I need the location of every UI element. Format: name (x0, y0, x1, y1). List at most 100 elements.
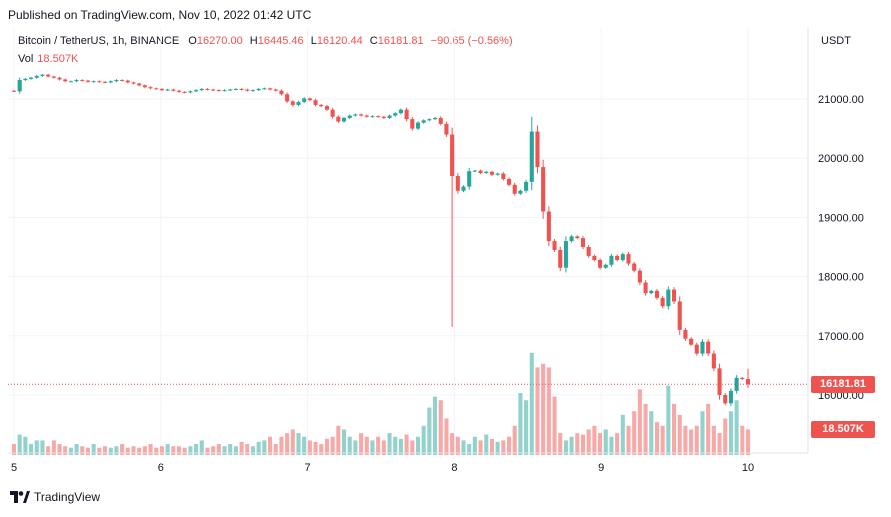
y-tick-label: 18000.00 (818, 272, 864, 284)
volume-bar (563, 440, 568, 455)
candle-body (182, 91, 187, 93)
candle-body (216, 90, 221, 92)
volume-bar (34, 440, 39, 455)
brand-name: TradingView (34, 490, 101, 504)
volume-legend[interactable]: Vol 18.507K (18, 53, 78, 65)
volume-bar (228, 444, 233, 455)
candle-body (347, 115, 352, 118)
candle-body (171, 89, 176, 91)
candle-body (728, 390, 733, 404)
symbol-name: Bitcoin / TetherUS, 1h, BINANCE (18, 35, 180, 47)
x-tick-label: 8 (451, 462, 457, 474)
volume-bar (205, 447, 210, 455)
volume-bar (324, 438, 329, 455)
candle-body (80, 80, 85, 82)
volume-bar (262, 440, 267, 455)
candle-body (484, 171, 489, 173)
grid-lines (8, 28, 808, 453)
volume-bar (165, 444, 170, 455)
volume-bar (694, 425, 699, 455)
candle-body (228, 89, 233, 91)
candle-body (341, 117, 347, 122)
volume-bar (438, 400, 443, 455)
volume-bar (290, 429, 295, 455)
volume-bar (359, 433, 364, 455)
tradingview-logo[interactable]: TradingView (10, 490, 100, 504)
candle-body (165, 89, 170, 91)
volume-bar (341, 429, 347, 455)
volume-bar (279, 436, 284, 455)
volume-bar (461, 440, 466, 455)
candle-body (330, 109, 335, 117)
candle-body (176, 90, 182, 92)
y-axis-ticks: 16000.0017000.0018000.0019000.0020000.00… (818, 94, 864, 402)
open-value: 16270.00 (196, 35, 243, 47)
volume-bar (267, 436, 273, 455)
candle-body (558, 249, 563, 268)
candle-body (51, 76, 56, 78)
volume-bar (256, 441, 261, 455)
volume-bar (194, 444, 199, 455)
y-tick-label: 19000.00 (818, 212, 864, 224)
candle-body (17, 80, 22, 92)
candle-body (455, 175, 460, 191)
volume-bar (381, 440, 386, 455)
volume-bar (74, 444, 79, 455)
candle-body (489, 171, 495, 175)
candle-body (717, 368, 722, 395)
candle-body (148, 87, 153, 89)
candle-body (194, 90, 199, 92)
volume-bar (370, 440, 375, 455)
candle-body (353, 114, 358, 116)
candle-body (615, 255, 620, 261)
volume-bar (11, 444, 17, 455)
candle-body (694, 344, 699, 354)
x-axis-ticks: 5 6 7 8 9 10 (11, 462, 754, 474)
candle-body (427, 119, 432, 121)
candle-body (279, 90, 284, 95)
candle-body (643, 282, 648, 294)
symbol-legend[interactable]: Bitcoin / TetherUS, 1h, BINANCE O16270.0… (18, 35, 513, 47)
candle-body (671, 289, 677, 302)
candle-body (319, 104, 324, 107)
candle-body (649, 290, 654, 294)
candle-body (711, 353, 716, 369)
volume-bar (108, 447, 113, 455)
high-label: H (249, 35, 258, 47)
volume-bar (46, 446, 51, 455)
volume-bar (609, 436, 614, 455)
volume-bar (467, 444, 472, 455)
last-volume-badge: 18.507K (811, 421, 875, 438)
candle-body (421, 120, 426, 123)
volume-bar (199, 440, 204, 455)
volume-bar (171, 446, 176, 455)
volume-bar (80, 446, 85, 455)
candle-body (654, 290, 660, 298)
candle-body (290, 101, 295, 105)
x-tick-label: 7 (305, 462, 311, 474)
volume-bar (40, 440, 45, 455)
candle-body (63, 79, 68, 82)
candle-body (745, 379, 751, 385)
candle-body (524, 181, 529, 191)
volume-bar (393, 436, 398, 455)
candle-body (677, 301, 682, 330)
volume-bar (23, 436, 28, 455)
candle-body (376, 116, 381, 118)
volume-bar (626, 425, 631, 455)
candle-body (552, 241, 557, 250)
volume-bar (524, 400, 529, 455)
volume-bar (689, 429, 694, 455)
candle-body (683, 329, 688, 339)
candle-body (535, 131, 540, 168)
low-label: L (310, 35, 317, 47)
candle-body (541, 167, 546, 212)
volume-bar (455, 436, 460, 455)
volume-bar (364, 436, 369, 455)
volume-bar (29, 444, 34, 455)
candle-body (131, 82, 136, 84)
candle-body (57, 77, 62, 80)
volume-bar (501, 440, 506, 455)
candle-body (68, 81, 73, 83)
